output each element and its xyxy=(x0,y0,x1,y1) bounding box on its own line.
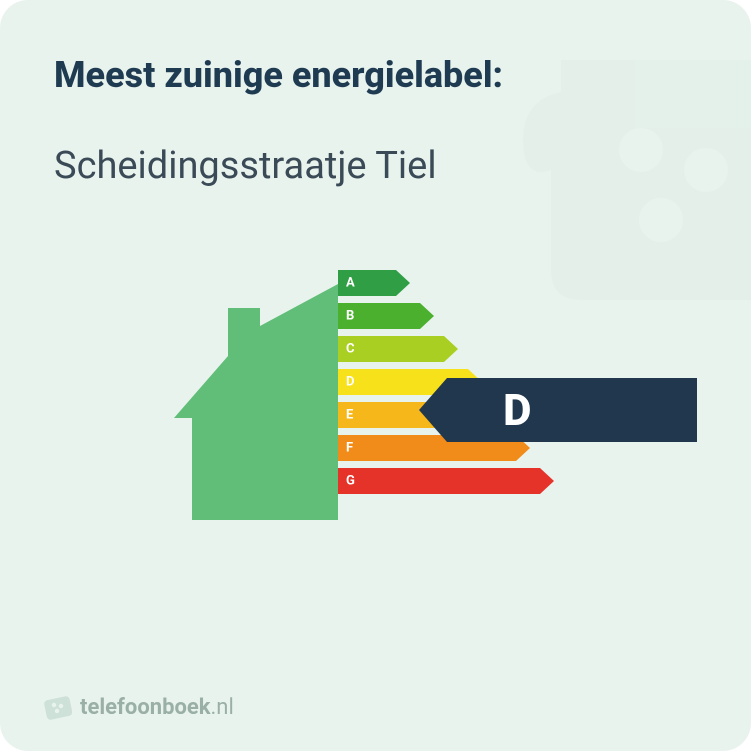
energy-bar-b: B xyxy=(338,303,554,329)
house-icon xyxy=(174,284,338,524)
energy-bar-label: E xyxy=(346,408,353,423)
footer-logo-icon xyxy=(44,693,72,721)
info-card: Meest zuinige energielabel: Scheidingsst… xyxy=(0,0,751,751)
energy-bar-label: C xyxy=(346,342,355,357)
energy-bar-label: G xyxy=(346,474,355,489)
energy-bar-label: A xyxy=(346,276,355,291)
footer-brand-light: .nl xyxy=(211,695,234,720)
energy-bar-label: D xyxy=(346,375,354,390)
highlight-letter: D xyxy=(503,384,532,436)
footer-brand: telefoonboek.nl xyxy=(44,693,234,721)
highlight-badge: D xyxy=(447,378,697,442)
energy-label-chart: A B C D E F G D xyxy=(54,248,697,548)
energy-bar-label: F xyxy=(346,441,353,456)
energy-bar-label: B xyxy=(346,309,354,324)
energy-bar-g: G xyxy=(338,468,554,494)
footer-brand-bold: telefoonboek xyxy=(80,695,211,720)
energy-bar-c: C xyxy=(338,336,554,362)
energy-bar-a: A xyxy=(338,270,554,296)
footer-text: telefoonboek.nl xyxy=(80,695,234,720)
